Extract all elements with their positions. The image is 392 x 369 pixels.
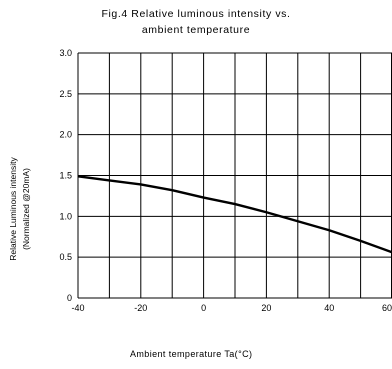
y-tick-label: 2.5 bbox=[59, 89, 72, 99]
y-tick-label: 2.0 bbox=[59, 130, 72, 140]
x-tick-label: 20 bbox=[261, 303, 271, 313]
x-tick-label: 0 bbox=[201, 303, 206, 313]
series-layer bbox=[77, 175, 392, 254]
x-axis-label: Ambient temperature Ta(°C) bbox=[130, 349, 253, 359]
x-tick-label: 60 bbox=[382, 303, 392, 313]
x-tick-label: 40 bbox=[324, 303, 334, 313]
y-tick-label: 1.0 bbox=[59, 211, 72, 221]
y-tick-label: 3.0 bbox=[59, 48, 72, 58]
y-tick-label: 0 bbox=[67, 293, 72, 303]
chart-title-line-2: ambient temperature bbox=[141, 24, 251, 36]
x-tick-label: -20 bbox=[134, 303, 147, 313]
y-tick-label: 0.5 bbox=[59, 252, 72, 262]
grid bbox=[77, 52, 392, 299]
series-line bbox=[77, 175, 392, 254]
x-tick-label: -40 bbox=[71, 303, 84, 313]
y-tick-label: 1.5 bbox=[59, 171, 72, 181]
tick-labels: -40 -20 0 20 40 60 0 0.5 1.0 1.5 2.0 2.5 3.0 bbox=[59, 48, 392, 313]
chart-title-line-1: Fig.4 Relative luminous intensity vs. bbox=[101, 8, 291, 20]
